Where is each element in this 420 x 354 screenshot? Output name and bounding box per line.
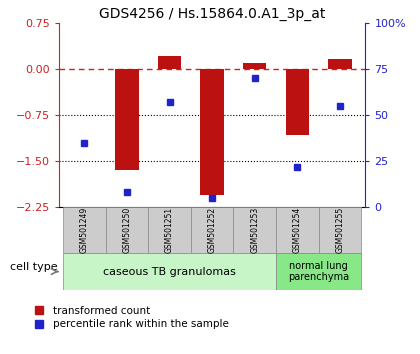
Text: GSM501252: GSM501252 bbox=[207, 207, 217, 253]
Bar bbox=[63, 207, 106, 253]
Bar bbox=[276, 253, 361, 290]
Bar bbox=[148, 207, 191, 253]
Bar bbox=[63, 253, 276, 290]
Bar bbox=[243, 63, 266, 69]
Text: caseous TB granulomas: caseous TB granulomas bbox=[103, 267, 236, 276]
Bar bbox=[106, 207, 148, 253]
Text: cell type: cell type bbox=[10, 262, 58, 272]
Bar bbox=[200, 69, 224, 195]
Legend: transformed count, percentile rank within the sample: transformed count, percentile rank withi… bbox=[34, 306, 228, 329]
Bar bbox=[276, 207, 318, 253]
Text: normal lung
parenchyma: normal lung parenchyma bbox=[288, 261, 349, 282]
Bar bbox=[318, 207, 361, 253]
Bar bbox=[328, 59, 352, 69]
Text: GSM501250: GSM501250 bbox=[123, 207, 131, 253]
Text: GSM501251: GSM501251 bbox=[165, 207, 174, 253]
Bar bbox=[158, 56, 181, 69]
Text: GSM501254: GSM501254 bbox=[293, 207, 302, 253]
Title: GDS4256 / Hs.15864.0.A1_3p_at: GDS4256 / Hs.15864.0.A1_3p_at bbox=[99, 7, 325, 21]
Bar bbox=[234, 207, 276, 253]
Bar bbox=[115, 69, 139, 170]
Text: GSM501249: GSM501249 bbox=[80, 207, 89, 253]
Text: GSM501255: GSM501255 bbox=[335, 207, 344, 253]
Bar bbox=[286, 69, 309, 135]
Text: GSM501253: GSM501253 bbox=[250, 207, 259, 253]
Bar bbox=[191, 207, 234, 253]
